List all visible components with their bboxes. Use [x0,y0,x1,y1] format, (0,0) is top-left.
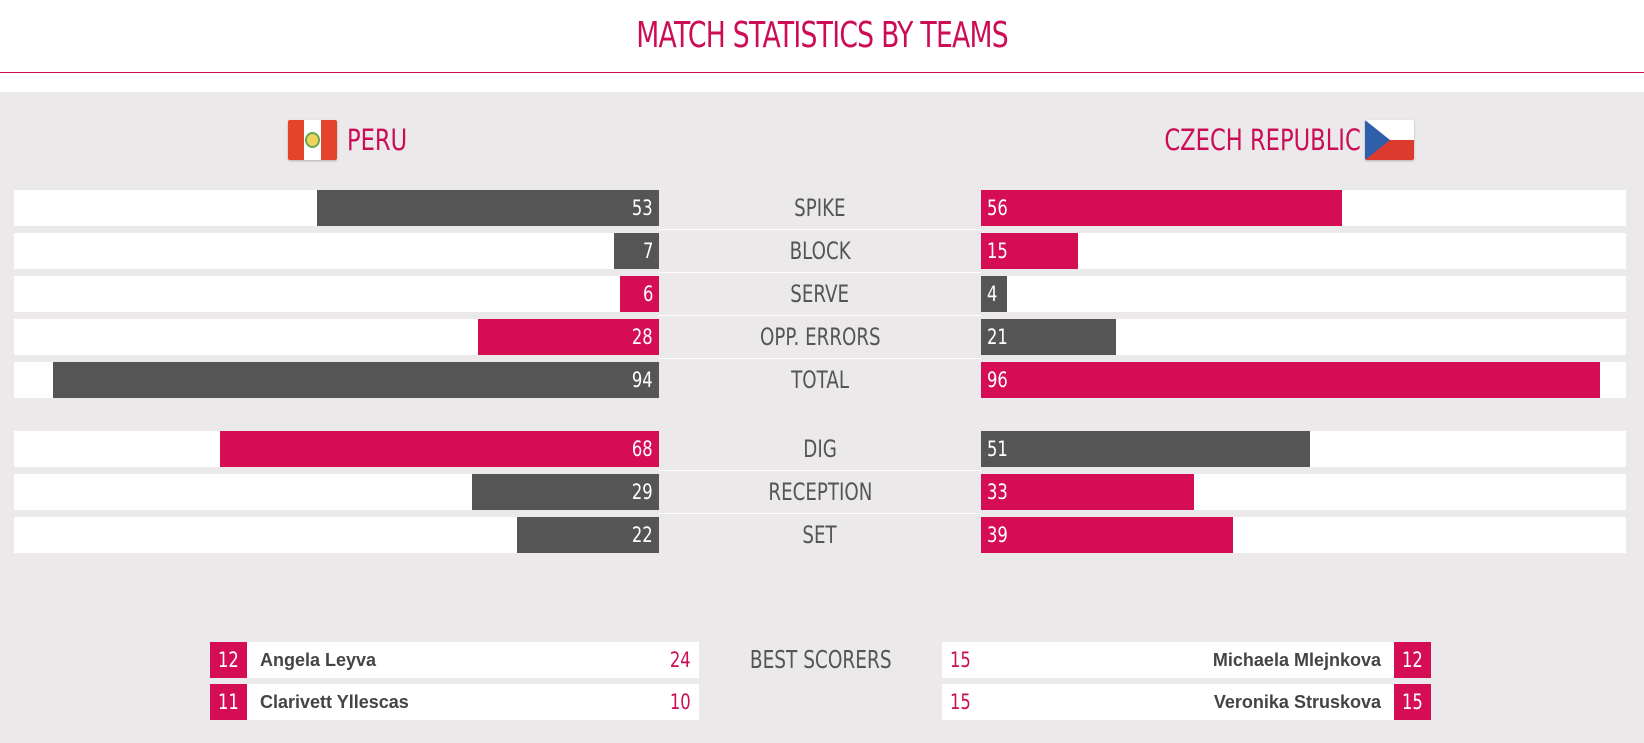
stat-row: 68 DIG 51 [14,431,1626,471]
scorer-left-1: 12 Angela Leyva 24 [210,642,699,678]
team-left-header: PERU [288,120,424,160]
right-stat-value: 21 [987,325,1008,349]
left-bar-track: 22 [14,517,659,553]
page-header: MATCH STATISTICS BY TEAMS [0,0,1644,73]
left-stat-value: 6 [642,282,653,306]
row-divider [659,315,981,316]
scorer-right-1: 15 Michaela Mlejnkova 12 [942,642,1431,678]
stat-row: 22 SET 39 [14,517,1626,553]
stat-label: SPIKE [794,194,846,222]
right-stat-value: 33 [987,480,1008,504]
right-stat-bar: 96 [981,362,1600,398]
player-points: 15 [950,648,971,672]
team-right-header: CZECH REPUBLIC [1109,120,1414,160]
right-stat-bar: 4 [981,276,1007,312]
left-stat-value: 28 [632,325,653,349]
scorer-left-2: 11 Clarivett Yllescas 10 [210,684,699,720]
player-name: Michaela Mlejnkova [1212,650,1381,670]
right-stat-bar: 33 [981,474,1194,510]
stat-row: 28 OPP. ERRORS 21 [14,319,1626,359]
peru-flag-icon [288,120,337,160]
left-bar-track: 53 [14,190,659,226]
stat-label: BLOCK [789,237,851,265]
row-divider [659,513,981,514]
left-stat-value: 7 [642,239,653,263]
best-scorers-label: BEST SCORERS [750,645,892,674]
czech-flag-icon [1365,120,1414,160]
player-points: 10 [670,690,691,714]
left-bar-track: 28 [14,319,659,355]
row-divider [659,272,981,273]
jersey-number: 12 [210,642,247,678]
left-stat-value: 53 [632,196,653,220]
stat-label: SERVE [790,280,850,308]
left-bar-track: 29 [14,474,659,510]
jersey-number: 15 [1394,684,1431,720]
stats-panel: PERU CZECH REPUBLIC 53 SPIKE 56 7 BLOCK … [0,92,1644,743]
left-bar-track: 6 [14,276,659,312]
row-divider [659,229,981,230]
right-bar-track: 4 [981,276,1626,312]
stat-label: DIG [803,435,837,463]
stat-row: 29 RECEPTION 33 [14,474,1626,514]
right-bar-track: 51 [981,431,1626,467]
right-stat-value: 39 [987,523,1008,547]
player-name: Angela Leyva [260,650,377,670]
stat-label: TOTAL [791,366,849,394]
left-stat-value: 22 [632,523,653,547]
jersey-number: 11 [210,684,247,720]
player-name: Clarivett Yllescas [260,692,409,712]
left-bar-track: 68 [14,431,659,467]
player-points: 24 [670,648,691,672]
right-bar-track: 21 [981,319,1626,355]
left-stat-bar: 68 [220,431,659,467]
right-stat-value: 4 [987,282,998,306]
stat-row: 6 SERVE 4 [14,276,1626,316]
left-stat-bar: 94 [53,362,659,398]
player-name: Veronika Struskova [1213,692,1381,712]
right-bar-track: 56 [981,190,1626,226]
right-stat-value: 51 [987,437,1008,461]
page-title: MATCH STATISTICS BY TEAMS [636,15,1008,56]
player-points: 15 [950,690,971,714]
right-bar-track: 96 [981,362,1626,398]
left-stat-bar: 28 [478,319,659,355]
left-stat-bar: 29 [472,474,659,510]
scorer-right-2: 15 Veronika Struskova 15 [942,684,1431,720]
right-stat-bar: 21 [981,319,1116,355]
left-stat-bar: 22 [517,517,659,553]
stat-row: 53 SPIKE 56 [14,190,1626,230]
right-stat-bar: 39 [981,517,1233,553]
left-stat-bar: 7 [614,233,659,269]
left-bar-track: 7 [14,233,659,269]
stat-row: 94 TOTAL 96 [14,362,1626,398]
stat-label: RECEPTION [767,478,872,506]
left-stat-bar: 6 [620,276,659,312]
left-stat-value: 94 [632,368,653,392]
stat-row: 7 BLOCK 15 [14,233,1626,273]
team-right-name: CZECH REPUBLIC [1164,123,1361,157]
right-stat-bar: 15 [981,233,1078,269]
left-stat-value: 29 [632,480,653,504]
stat-label: OPP. ERRORS [759,323,881,351]
right-stat-value: 15 [987,239,1008,263]
team-left-name: PERU [347,123,408,157]
stat-label: SET [802,521,838,549]
right-bar-track: 39 [981,517,1626,553]
right-stat-bar: 56 [981,190,1342,226]
row-divider [659,358,981,359]
left-stat-value: 68 [632,437,653,461]
left-bar-track: 94 [14,362,659,398]
right-stat-bar: 51 [981,431,1310,467]
right-stat-value: 56 [987,196,1008,220]
right-bar-track: 15 [981,233,1626,269]
right-bar-track: 33 [981,474,1626,510]
right-stat-value: 96 [987,368,1008,392]
left-stat-bar: 53 [317,190,659,226]
row-divider [659,470,981,471]
jersey-number: 12 [1394,642,1431,678]
